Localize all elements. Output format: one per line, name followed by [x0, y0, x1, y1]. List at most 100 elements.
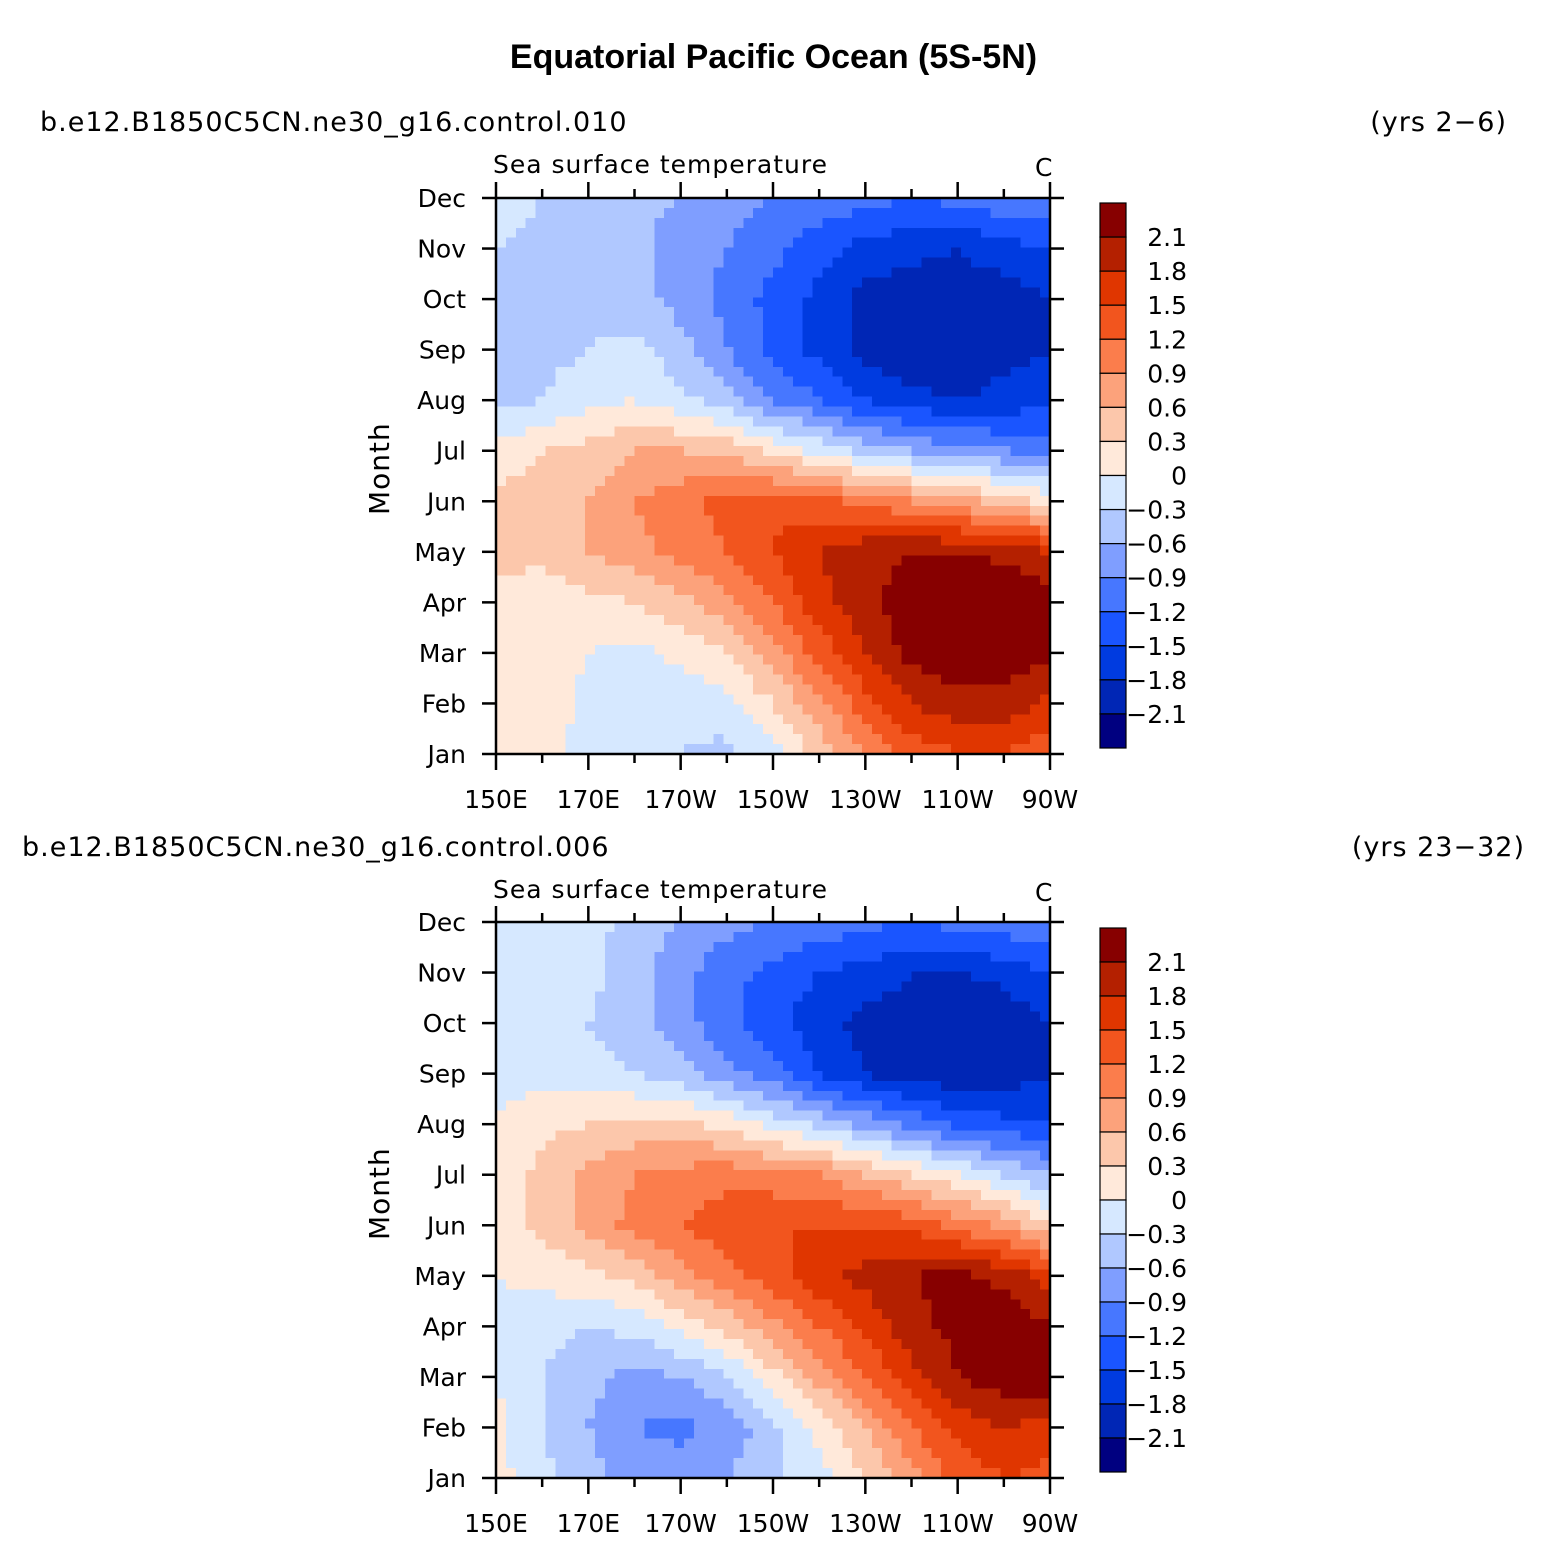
sst-cell — [594, 1041, 606, 1052]
sst-cell — [713, 317, 725, 328]
sst-cell — [644, 922, 655, 933]
sst-cell — [980, 734, 992, 745]
sst-cell — [1020, 1160, 1031, 1171]
sst-cell — [970, 396, 982, 408]
sst-cell — [921, 1219, 932, 1231]
sst-cell — [664, 734, 675, 745]
sst-cell — [594, 217, 606, 229]
sst-cell — [683, 1170, 695, 1181]
sst-cell — [842, 287, 853, 298]
sst-cell — [614, 734, 626, 745]
sst-cell — [496, 684, 507, 696]
sst-cell — [1000, 277, 1012, 288]
sst-cell — [585, 456, 596, 467]
sst-cell — [990, 1180, 1002, 1191]
sst-cell — [515, 981, 527, 993]
sst-cell — [545, 1001, 556, 1012]
sst-cell — [931, 1011, 942, 1022]
sst-cell — [901, 515, 913, 527]
sst-cell — [743, 287, 754, 298]
sst-cell — [674, 495, 685, 507]
sst-cell — [763, 941, 774, 953]
sst-cell — [683, 961, 695, 973]
sst-cell — [980, 198, 992, 209]
sst-cell — [960, 247, 972, 259]
sst-cell — [1040, 1031, 1051, 1042]
sst-cell — [951, 446, 962, 457]
sst-cell — [703, 327, 715, 338]
sst-cell — [1040, 337, 1051, 348]
sst-cell — [703, 1160, 715, 1171]
sst-cell — [842, 327, 853, 338]
sst-cell — [594, 684, 606, 696]
sst-cell — [585, 674, 596, 686]
colorbar-label: 1.5 — [1147, 291, 1187, 320]
sst-cell — [505, 931, 517, 943]
sst-cell — [931, 674, 942, 686]
sst-cell — [881, 515, 893, 527]
sst-cell — [822, 237, 833, 249]
sst-cell — [505, 1031, 517, 1042]
sst-cell — [634, 981, 645, 993]
sst-cell — [862, 535, 873, 547]
sst-cell — [525, 1061, 537, 1072]
sst-cell — [733, 1070, 744, 1082]
sst-cell — [951, 426, 962, 437]
sst-cell — [911, 396, 922, 408]
sst-cell — [545, 446, 556, 457]
sst-cell — [822, 426, 833, 437]
sst-cell — [753, 237, 764, 249]
sst-cell — [723, 1041, 735, 1052]
sst-cell — [703, 386, 715, 398]
sst-cell — [773, 961, 784, 973]
sst-cell — [842, 1031, 853, 1042]
sst-cell — [862, 207, 873, 219]
sst-cell — [911, 327, 922, 338]
sst-cell — [515, 664, 527, 676]
sst-cell — [674, 1180, 685, 1191]
sst-cell — [575, 436, 586, 447]
sst-cell — [763, 317, 774, 328]
sst-cell — [1010, 485, 1021, 497]
sst-cell — [743, 396, 754, 408]
sst-cell — [733, 1080, 744, 1092]
sst-cell — [941, 615, 952, 626]
sst-cell — [842, 446, 853, 457]
sst-cell — [782, 1001, 794, 1012]
sst-cell — [852, 1001, 863, 1012]
sst-cell — [594, 634, 606, 646]
sst-cell — [792, 654, 804, 666]
sst-cell — [941, 525, 952, 537]
sst-cell — [931, 555, 942, 566]
sst-cell — [624, 1180, 636, 1191]
sst-cell — [901, 724, 913, 735]
sst-cell — [565, 704, 576, 715]
sst-cell — [505, 535, 517, 547]
colorbar-swatch — [1099, 304, 1127, 340]
sst-cell — [575, 515, 586, 527]
sst-cell — [792, 664, 804, 676]
sst-cell — [1030, 664, 1041, 676]
sst-cell — [792, 694, 804, 705]
sst-cell — [921, 525, 932, 537]
sst-cell — [703, 307, 715, 318]
sst-cell — [773, 605, 784, 616]
sst-cell — [644, 416, 655, 427]
sst-cell — [1000, 1080, 1012, 1092]
sst-cell — [1030, 366, 1041, 378]
sst-cell — [951, 456, 962, 467]
sst-cell — [842, 406, 853, 418]
sst-cell — [703, 1001, 715, 1012]
sst-cell — [763, 585, 774, 596]
sst-cell — [723, 436, 735, 447]
y-tick-label: Mar — [419, 639, 467, 668]
sst-cell — [832, 585, 843, 596]
sst-cell — [822, 1150, 833, 1161]
sst-cell — [921, 575, 932, 586]
sst-cell — [1040, 535, 1051, 547]
sst-cell — [832, 1219, 843, 1231]
sst-cell — [555, 237, 566, 249]
sst-cell — [555, 981, 566, 993]
sst-cell — [496, 1011, 507, 1022]
sst-cell — [792, 1061, 804, 1072]
